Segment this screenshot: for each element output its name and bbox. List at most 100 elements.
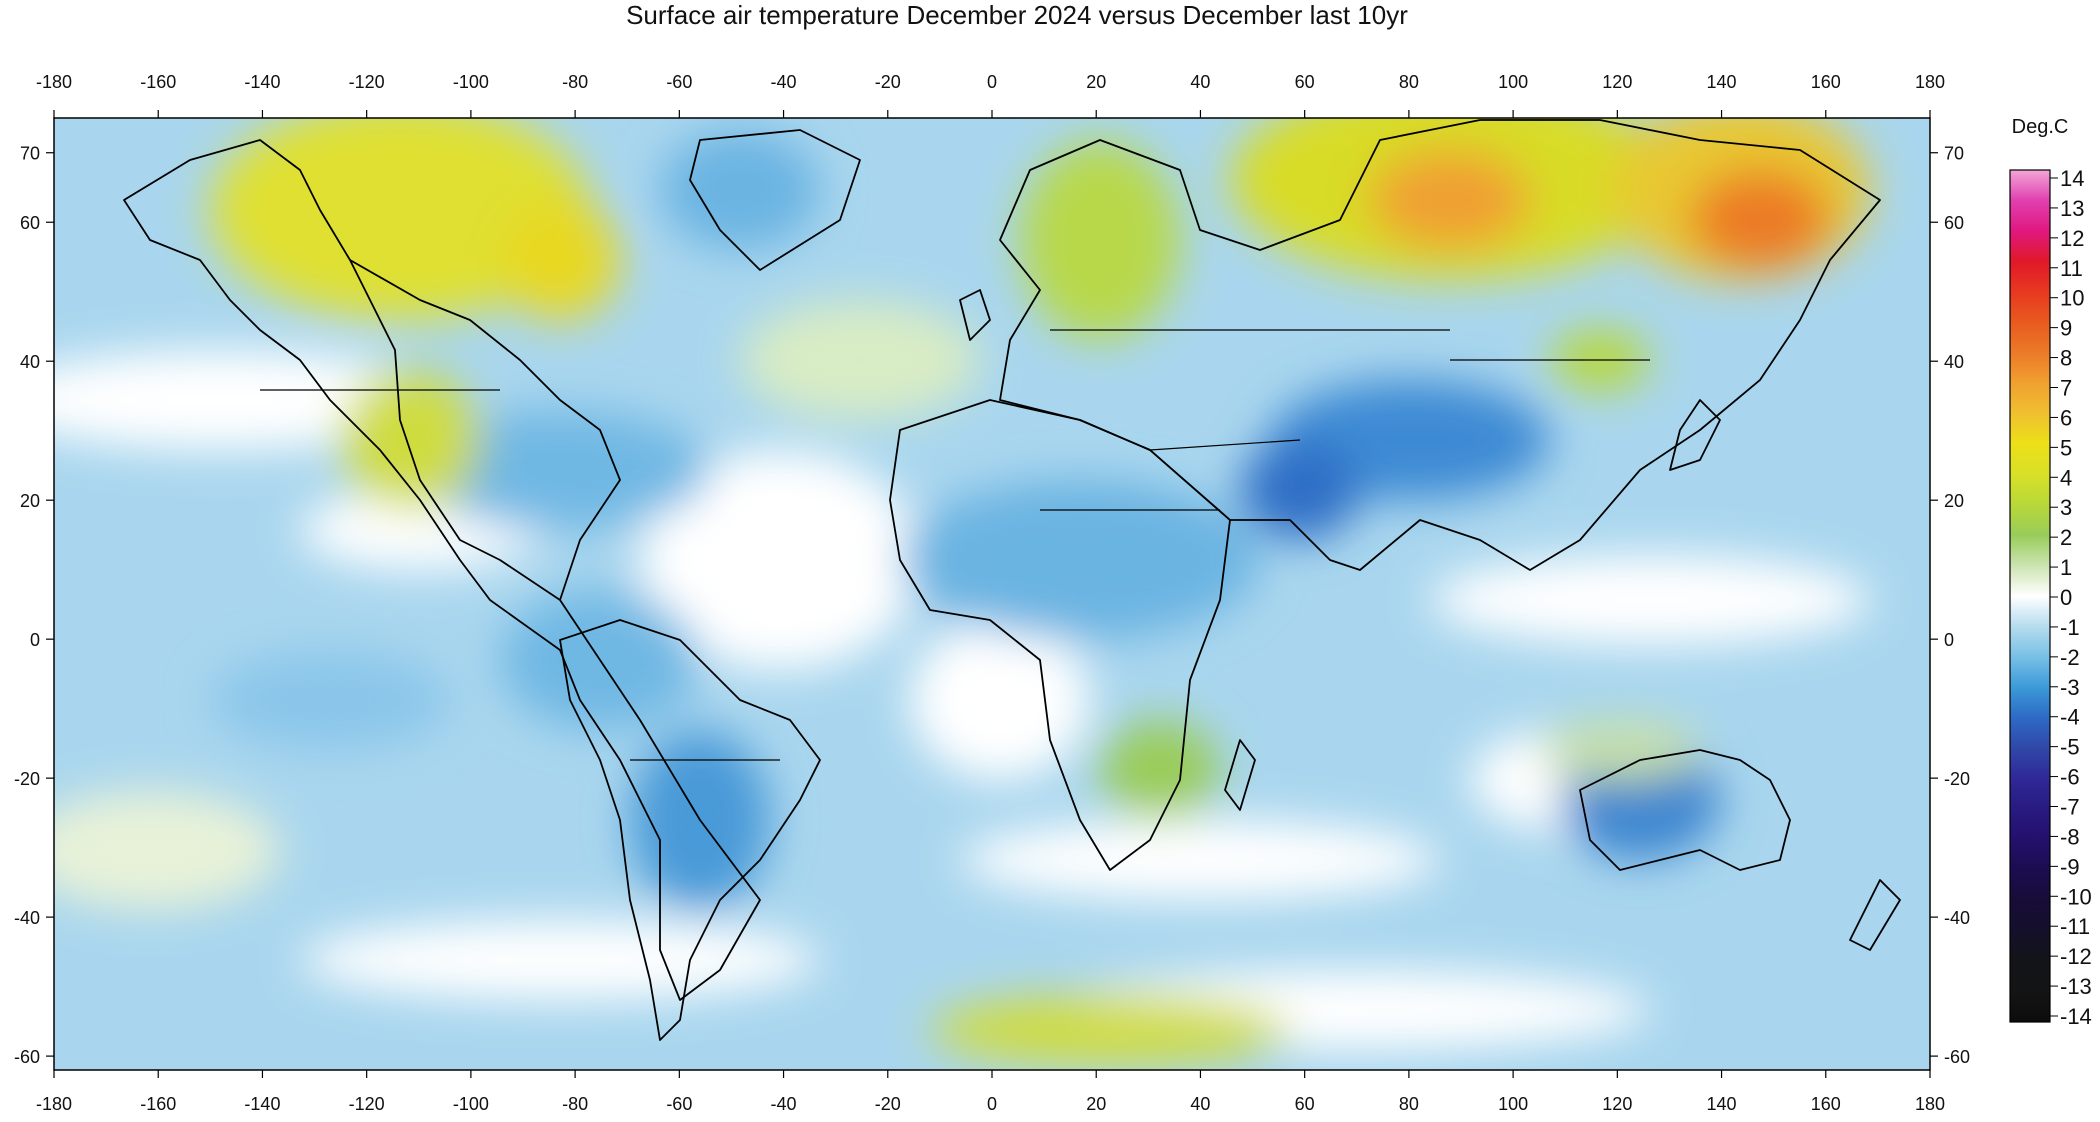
top-lon-label: 180: [1915, 72, 1945, 92]
colorbar-label: 8: [2060, 346, 2072, 371]
south-america-coast: [559, 619, 821, 1041]
colorbar-label: -2: [2060, 645, 2080, 670]
right-lat-label: -60: [1944, 1047, 1970, 1067]
colorbar-scale: [2009, 169, 2051, 1023]
colorbar-label: -7: [2060, 795, 2080, 820]
colorbar-label: 9: [2060, 316, 2072, 341]
eurasia-coast: [999, 119, 1881, 571]
top-lon-label: -180: [36, 72, 72, 92]
bottom-lon-label: 180: [1915, 1094, 1945, 1114]
colorbar-label: -3: [2060, 675, 2080, 700]
colorbar-label: -5: [2060, 735, 2080, 760]
bottom-lon-label: -140: [244, 1094, 280, 1114]
colorbar-label: 1: [2060, 555, 2072, 580]
colorbar-label: 13: [2060, 196, 2084, 221]
colorbar-label: 4: [2060, 465, 2072, 490]
top-lon-label: -60: [666, 72, 692, 92]
top-lon-label: 80: [1399, 72, 1419, 92]
colorbar-label: 11: [2060, 256, 2083, 281]
left-lat-label: -40: [14, 908, 40, 928]
colorbar-label: 10: [2060, 286, 2084, 311]
right-lat-label: 40: [1944, 352, 1964, 372]
colorbar-label: 2: [2060, 525, 2072, 550]
left-lat-label: 70: [20, 144, 40, 164]
bottom-lon-label: 20: [1086, 1094, 1106, 1114]
colorbar-label: -6: [2060, 765, 2080, 790]
madagascar-coast: [1224, 739, 1256, 811]
top-lon-label: 20: [1086, 72, 1106, 92]
top-lon-label: 120: [1602, 72, 1632, 92]
bottom-lon-label: -80: [562, 1094, 588, 1114]
left-lat-label: 0: [30, 630, 40, 650]
bottom-lon-label: 40: [1190, 1094, 1210, 1114]
colorbar-label: 0: [2060, 585, 2072, 610]
bottom-lon-label: -40: [771, 1094, 797, 1114]
anomaly-field: [54, 118, 1930, 1070]
japan-coast: [1669, 399, 1721, 471]
colorbar: Deg.C 14131211109876543210-1-2-3-4-5-6-7…: [2009, 116, 2092, 1029]
colorbar-label: -14: [2060, 1004, 2092, 1029]
top-lon-label: 160: [1811, 72, 1841, 92]
left-lat-label: -60: [14, 1047, 40, 1067]
colorbar-label: -11: [2060, 914, 2090, 939]
left-lat-label: 60: [20, 213, 40, 233]
bottom-lon-label: 160: [1811, 1094, 1841, 1114]
bottom-lon-label: 140: [1707, 1094, 1737, 1114]
anomaly-blobs: [54, 118, 1870, 1065]
australia-coast: [1579, 749, 1791, 871]
right-lat-label: 60: [1944, 213, 1964, 233]
new-zealand-coast: [1849, 879, 1901, 951]
colorbar-ticks: 14131211109876543210-1-2-3-4-5-6-7-8-9-1…: [2050, 166, 2092, 1029]
colorbar-label: 14: [2060, 166, 2084, 191]
top-lon-label: 40: [1190, 72, 1210, 92]
bottom-lon-label: 100: [1498, 1094, 1528, 1114]
colorbar-label: -13: [2060, 974, 2092, 999]
bottom-lon-label: 60: [1295, 1094, 1315, 1114]
colorbar-label: -8: [2060, 824, 2080, 849]
uk-coast: [959, 289, 991, 341]
colorbar-label: -10: [2060, 884, 2092, 909]
right-lat-label: -20: [1944, 769, 1970, 789]
coastlines: [123, 119, 1901, 1041]
right-lat-label: -40: [1944, 908, 1970, 928]
top-lon-label: -120: [349, 72, 385, 92]
left-lat-label: 40: [20, 352, 40, 372]
top-lon-label: -20: [875, 72, 901, 92]
bottom-lon-label: -120: [349, 1094, 385, 1114]
left-lat-label: 20: [20, 491, 40, 511]
axes: -180 -180 -160 -160 -140 -140 -120 -120 -100 -100…: [14, 72, 1970, 1114]
bottom-lon-label: -20: [875, 1094, 901, 1114]
top-lon-label: 60: [1295, 72, 1315, 92]
bottom-lon-label: -100: [453, 1094, 489, 1114]
greenland-coast: [689, 129, 861, 271]
right-lat-label: 0: [1944, 630, 1954, 650]
colorbar-units: Deg.C: [2012, 116, 2069, 138]
right-lat-label: 20: [1944, 491, 1964, 511]
top-lon-label: 0: [987, 72, 997, 92]
top-lon-label: -100: [453, 72, 489, 92]
bottom-lon-label: 120: [1602, 1094, 1632, 1114]
top-lon-label: -160: [140, 72, 176, 92]
north-america-coast: [123, 139, 761, 1001]
colorbar-label: -9: [2060, 854, 2080, 879]
colorbar-label: 7: [2060, 376, 2072, 401]
top-lon-label: 100: [1498, 72, 1528, 92]
top-lon-label: -140: [244, 72, 280, 92]
bottom-lon-label: 80: [1399, 1094, 1419, 1114]
colorbar-label: -1: [2060, 615, 2080, 640]
colorbar-label: 5: [2060, 435, 2072, 460]
top-lon-label: 140: [1707, 72, 1737, 92]
bottom-lon-label: -180: [36, 1094, 72, 1114]
country-borders: [260, 329, 1650, 761]
bottom-lon-label: -60: [666, 1094, 692, 1114]
right-lat-label: 70: [1944, 144, 1964, 164]
colorbar-label: 12: [2060, 226, 2084, 251]
colorbar-label: -4: [2060, 705, 2080, 730]
north-america-east-coast: [349, 259, 621, 601]
colorbar-label: 6: [2060, 405, 2072, 430]
top-lon-label: -80: [562, 72, 588, 92]
colorbar-label: -12: [2060, 944, 2092, 969]
bottom-lon-label: 0: [987, 1094, 997, 1114]
